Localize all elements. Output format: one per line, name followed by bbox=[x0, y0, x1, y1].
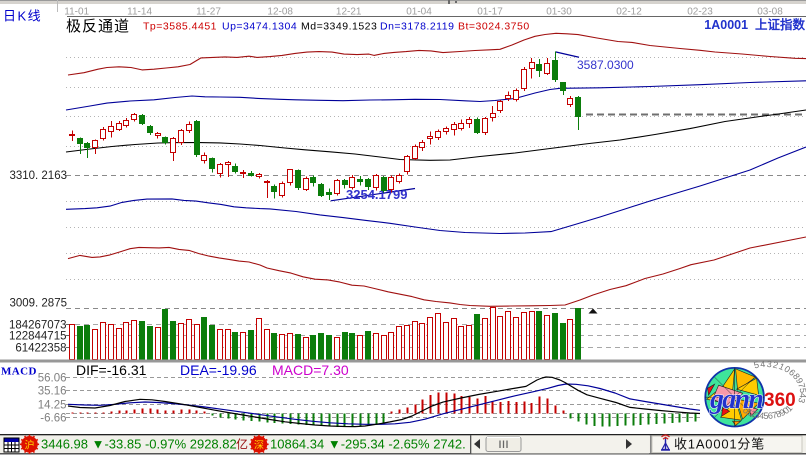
svg-text:8: 8 bbox=[774, 408, 783, 419]
svg-text:122844715: 122844715 bbox=[9, 331, 67, 343]
svg-text:Md=3349.1523: Md=3349.1523 bbox=[301, 21, 377, 33]
svg-text:MACD: MACD bbox=[1, 366, 37, 378]
svg-text:01-30: 01-30 bbox=[546, 7, 572, 18]
svg-text:日K线: 日K线 bbox=[3, 9, 42, 24]
svg-text:7: 7 bbox=[796, 382, 806, 389]
svg-text:4: 4 bbox=[798, 393, 806, 399]
svg-text:5: 5 bbox=[763, 411, 768, 421]
svg-text:56.06: 56.06 bbox=[38, 373, 67, 385]
svg-text:1A0001 上证指数: 1A0001 上证指数 bbox=[704, 17, 805, 32]
svg-text:4: 4 bbox=[759, 410, 765, 421]
svg-text:亿: 亿 bbox=[236, 437, 248, 452]
svg-text:184267073: 184267073 bbox=[9, 320, 67, 332]
svg-text:02-12: 02-12 bbox=[616, 7, 642, 18]
svg-text:11-01: 11-01 bbox=[64, 7, 89, 18]
svg-text:深: 深 bbox=[254, 439, 264, 451]
svg-text:360: 360 bbox=[764, 390, 796, 411]
svg-text:14.25: 14.25 bbox=[38, 400, 67, 412]
svg-text:DEA=-19.96: DEA=-19.96 bbox=[180, 362, 257, 378]
svg-text:2: 2 bbox=[772, 360, 779, 371]
svg-text:0: 0 bbox=[741, 405, 751, 416]
svg-text:0: 0 bbox=[781, 405, 791, 416]
svg-text:3: 3 bbox=[766, 359, 772, 369]
svg-text:3: 3 bbox=[754, 410, 762, 421]
svg-text:11-27: 11-27 bbox=[196, 7, 221, 18]
svg-text:9: 9 bbox=[794, 376, 805, 385]
svg-text:01-17: 01-17 bbox=[477, 7, 503, 18]
svg-text:3310. 2163: 3310. 2163 bbox=[9, 170, 67, 182]
svg-text:2: 2 bbox=[749, 408, 758, 419]
svg-text:-6.66: -6.66 bbox=[40, 413, 66, 425]
svg-text:35.16: 35.16 bbox=[38, 386, 67, 398]
svg-text:7: 7 bbox=[771, 410, 779, 421]
svg-text:沪: 沪 bbox=[25, 438, 35, 451]
svg-text:02-23: 02-23 bbox=[687, 7, 713, 18]
svg-text:Up=3474.1304: Up=3474.1304 bbox=[222, 21, 297, 33]
svg-text:4: 4 bbox=[760, 359, 766, 369]
svg-text:0: 0 bbox=[782, 364, 792, 375]
svg-text:11-14: 11-14 bbox=[127, 7, 152, 18]
svg-text:12-08: 12-08 bbox=[267, 7, 293, 18]
svg-text:3009. 2875: 3009. 2875 bbox=[9, 297, 67, 309]
svg-text:61422358: 61422358 bbox=[15, 343, 66, 355]
svg-text:收1A0001分笔: 收1A0001分笔 bbox=[674, 437, 765, 452]
svg-text:9: 9 bbox=[778, 407, 788, 418]
svg-text:MACD=7.30: MACD=7.30 bbox=[272, 362, 349, 378]
svg-text:6: 6 bbox=[767, 410, 773, 421]
svg-text:1: 1 bbox=[777, 361, 786, 372]
svg-text:Dn=3178.2119: Dn=3178.2119 bbox=[380, 21, 454, 33]
svg-text:1: 1 bbox=[784, 403, 795, 413]
svg-text:3: 3 bbox=[796, 397, 806, 404]
svg-text:Tp=3585.4451: Tp=3585.4451 bbox=[143, 21, 217, 33]
svg-text:DIF=-16.31: DIF=-16.31 bbox=[76, 362, 147, 378]
svg-text:12-21: 12-21 bbox=[336, 7, 362, 18]
svg-text:03-08: 03-08 bbox=[757, 7, 783, 18]
svg-text:5: 5 bbox=[798, 388, 806, 394]
svg-text:3254.1799: 3254.1799 bbox=[346, 187, 407, 202]
svg-text:5: 5 bbox=[753, 360, 760, 371]
svg-text:gann: gann bbox=[709, 384, 764, 415]
svg-text:极反通道: 极反通道 bbox=[66, 18, 130, 35]
svg-text:Bt=3024.3750: Bt=3024.3750 bbox=[458, 21, 530, 33]
svg-text:3446.98 ▼-33.85 -0.97% 2928.82: 3446.98 ▼-33.85 -0.97% 2928.82 bbox=[41, 437, 237, 452]
svg-text:8: 8 bbox=[791, 371, 802, 381]
svg-text:01-04: 01-04 bbox=[406, 7, 432, 18]
svg-text:1: 1 bbox=[745, 407, 755, 418]
svg-text:10864.34 ▼-295.34 -2.65% 2742.: 10864.34 ▼-295.34 -2.65% 2742. bbox=[270, 437, 466, 452]
svg-text:3587.0300: 3587.0300 bbox=[577, 58, 634, 72]
svg-text:6: 6 bbox=[787, 367, 798, 378]
